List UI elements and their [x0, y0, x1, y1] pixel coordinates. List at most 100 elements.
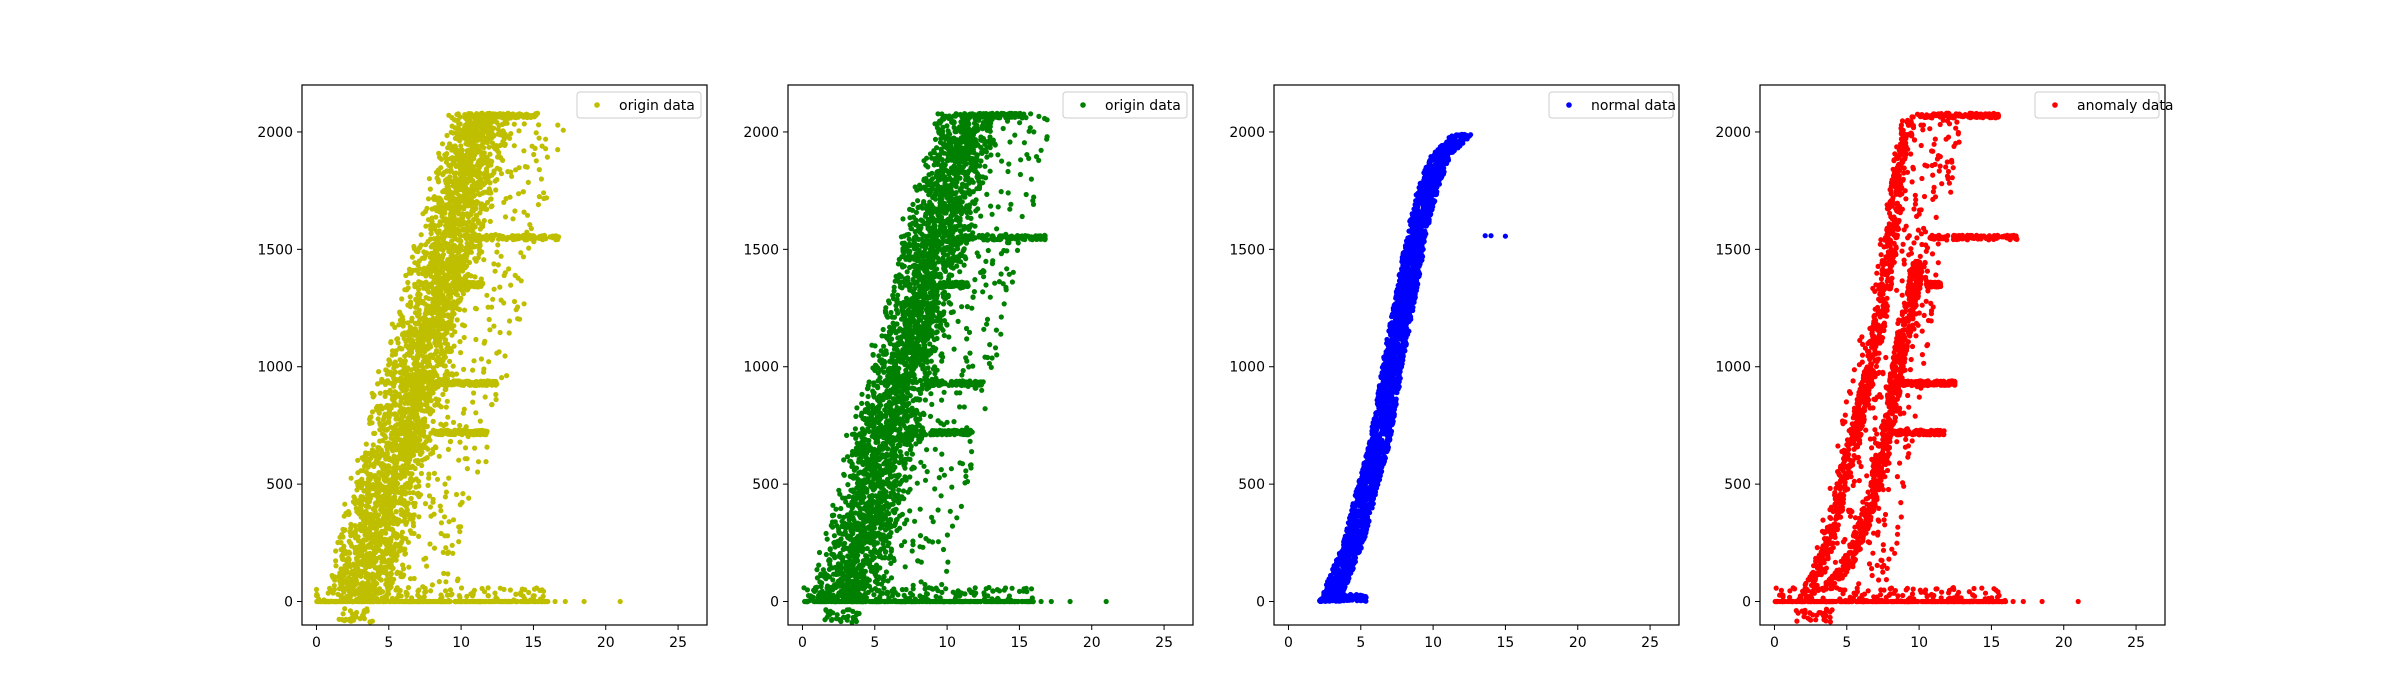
data-point — [446, 519, 452, 525]
data-point — [457, 422, 463, 429]
data-point — [473, 306, 479, 312]
data-point — [538, 176, 545, 182]
data-point — [436, 453, 442, 459]
data-point — [423, 589, 429, 595]
data-point — [327, 585, 333, 592]
data-point — [387, 598, 393, 605]
data-point — [521, 301, 527, 307]
data-point — [386, 503, 392, 509]
data-point — [520, 113, 526, 119]
data-point — [408, 367, 414, 373]
data-point — [342, 501, 348, 507]
data-point — [398, 511, 404, 517]
data-point — [421, 265, 427, 271]
data-point — [377, 390, 383, 396]
data-point — [436, 200, 442, 206]
data-point — [522, 164, 529, 170]
data-point — [395, 340, 401, 346]
data-point — [473, 410, 479, 416]
data-point — [377, 598, 383, 605]
data-point — [417, 437, 423, 443]
data-point — [394, 460, 400, 466]
data-point — [384, 570, 390, 577]
data-point — [387, 407, 393, 413]
data-point — [484, 121, 490, 127]
data-point — [464, 211, 470, 217]
data-point — [401, 361, 408, 367]
data-point — [405, 285, 411, 291]
data-point — [494, 177, 500, 183]
data-point — [460, 410, 466, 416]
data-point — [460, 153, 466, 159]
data-point — [355, 457, 361, 463]
data-point — [460, 491, 466, 497]
data-point — [370, 506, 376, 512]
data-point — [402, 550, 409, 557]
data-point — [414, 448, 420, 454]
data-point — [536, 194, 543, 200]
data-point — [438, 598, 444, 605]
data-point — [429, 215, 435, 221]
data-point — [477, 210, 483, 216]
data-point — [336, 598, 342, 605]
data-point — [365, 450, 371, 457]
data-point — [389, 321, 395, 327]
data-point — [555, 122, 561, 128]
data-point — [412, 320, 418, 326]
data-point — [423, 398, 429, 404]
data-point — [450, 550, 456, 556]
data-point — [470, 217, 477, 223]
data-point — [498, 598, 504, 605]
data-point — [401, 484, 407, 490]
data-point — [409, 445, 415, 451]
data-point — [449, 431, 455, 437]
data-point — [501, 586, 507, 593]
data-point — [512, 208, 518, 214]
data-point — [433, 396, 439, 402]
data-point — [526, 589, 532, 596]
data-point — [438, 520, 444, 526]
data-point — [364, 483, 370, 489]
data-point — [349, 568, 355, 574]
data-point — [363, 441, 369, 447]
data-point — [467, 129, 473, 135]
data-point — [380, 552, 386, 558]
data-point — [413, 359, 419, 365]
data-point — [342, 606, 348, 612]
data-point — [470, 399, 476, 405]
data-point — [378, 470, 384, 476]
data-point — [446, 204, 453, 210]
data-point — [416, 478, 422, 484]
y-tick-label: 500 — [266, 477, 293, 493]
data-point — [493, 187, 499, 193]
data-point — [484, 127, 490, 133]
data-point — [342, 585, 348, 591]
x-tick-label: 10 — [452, 635, 470, 651]
data-point — [486, 359, 492, 365]
data-point — [362, 524, 368, 530]
data-point — [532, 598, 539, 605]
data-point — [383, 491, 389, 497]
data-point — [415, 490, 421, 496]
data-point — [408, 420, 414, 426]
data-point — [393, 509, 399, 515]
data-point — [444, 132, 450, 139]
data-point — [524, 598, 531, 605]
data-point — [437, 378, 443, 385]
data-point — [394, 363, 400, 369]
y-tick-label: 0 — [284, 595, 293, 611]
data-point — [434, 264, 440, 270]
data-point — [451, 343, 457, 349]
data-point — [354, 487, 360, 493]
data-point — [418, 232, 424, 238]
data-point — [415, 313, 421, 319]
data-point — [419, 462, 425, 469]
x-tick-label: 15 — [525, 635, 543, 651]
data-point — [536, 235, 542, 241]
data-point — [468, 197, 474, 203]
data-point — [343, 578, 349, 584]
data-point — [475, 459, 482, 465]
data-point — [432, 205, 438, 211]
data-point — [530, 233, 537, 239]
data-point — [340, 545, 346, 551]
